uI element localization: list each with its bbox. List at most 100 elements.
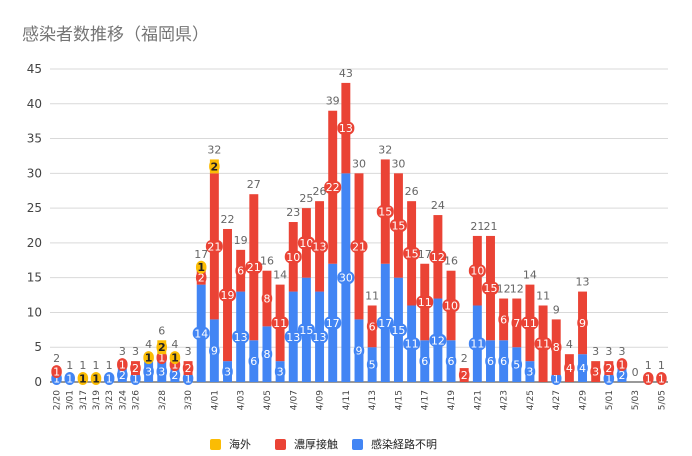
- chart-title: 感染者数推移（福岡県）: [22, 25, 209, 45]
- bar-data-label: 8: [553, 341, 560, 354]
- bar-total-label: 3: [119, 345, 126, 358]
- y-tick-label: 25: [27, 201, 42, 215]
- bar-data-label: 9: [211, 345, 218, 358]
- bar-label-bg: [169, 351, 181, 365]
- legend-item-unknown-route[interactable]: 感染経路不明: [352, 436, 437, 452]
- bar-label-bg: [248, 354, 260, 368]
- bar-total-label: 0: [632, 366, 639, 379]
- bar-total-label: 17: [418, 248, 432, 261]
- bar-data-label: 11: [418, 296, 432, 309]
- bar-data-label: 1: [553, 373, 560, 386]
- bar-total-label: 14: [273, 269, 287, 282]
- bar-total-label: 4: [171, 338, 178, 351]
- bar-data-label: 15: [405, 247, 419, 260]
- bar-data-label: 6: [500, 313, 507, 326]
- bar-total-label: 21: [470, 220, 484, 233]
- bar-data-label: 1: [197, 261, 205, 274]
- bar-data-label: 12: [431, 251, 445, 264]
- bar-total-label: 11: [365, 289, 379, 302]
- bar-data-label: 6: [448, 355, 455, 368]
- bar-total-label: 13: [576, 276, 590, 289]
- bar-label-bg: [350, 239, 368, 253]
- x-tick-label: 4/15: [394, 390, 404, 410]
- bar-data-label: 2: [605, 362, 612, 375]
- bar-label-bg: [429, 333, 447, 347]
- bar-data-label: 6: [250, 355, 257, 368]
- bar-label-bg: [337, 121, 355, 135]
- bar-label-bg: [261, 347, 273, 361]
- bar-total-label: 3: [605, 345, 612, 358]
- bar-label-bg: [353, 344, 365, 358]
- x-tick-label: 3/28: [158, 390, 168, 410]
- bar-data-label: 11: [405, 338, 419, 351]
- bar-label-bg: [577, 316, 588, 330]
- bar-data-label: 10: [286, 251, 300, 264]
- bar-data-label: 21: [352, 240, 366, 253]
- x-tick-label: 3/30: [184, 390, 194, 410]
- bar-label-bg: [603, 372, 615, 386]
- bar-data-label: 15: [391, 220, 405, 233]
- y-tick-label: 10: [27, 305, 42, 319]
- bar-data-label: 1: [171, 359, 178, 372]
- bar-label-bg: [590, 365, 601, 379]
- bar-total-label: 3: [618, 345, 625, 358]
- bar-total-label: 22: [221, 213, 235, 226]
- bar-label-bg: [156, 351, 168, 365]
- bar-label-bg: [419, 354, 430, 368]
- bar-total-label: 3: [592, 345, 599, 358]
- bar-label-bg: [550, 340, 562, 354]
- bar-label-bg: [284, 250, 302, 264]
- bar-data-label: 1: [645, 373, 652, 386]
- bar-data-label: 1: [53, 366, 60, 379]
- x-tick-label: 4/07: [289, 390, 299, 410]
- x-tick-label: 4/13: [368, 390, 378, 410]
- bar-data-label: 13: [313, 331, 327, 344]
- bar-label-bg: [564, 361, 575, 375]
- bar-label-bg: [209, 344, 220, 358]
- bar-data-label: 1: [145, 352, 153, 365]
- legend-item-overseas[interactable]: 海外: [210, 436, 251, 452]
- bar-label-bg: [511, 358, 523, 372]
- bar-total-label: 3: [185, 345, 192, 358]
- legend-item-close-contact[interactable]: 濃厚接触: [275, 436, 338, 452]
- bar-label-bg: [143, 351, 154, 365]
- x-tick-label: 2/20: [53, 390, 63, 410]
- bar-label-bg: [297, 323, 315, 337]
- bar-label-bg: [511, 316, 523, 330]
- bar-total-label: 1: [66, 359, 73, 372]
- bar-data-label: 1: [119, 359, 126, 372]
- bar-data-label: 1: [79, 373, 87, 386]
- bar-data-label: 2: [211, 160, 219, 173]
- x-tick-label: 4/11: [342, 390, 352, 410]
- bar-label-bg: [64, 372, 75, 386]
- bar-total-label: 43: [339, 67, 353, 80]
- bar-data-label: 1: [658, 373, 665, 386]
- bar-data-label: 10: [444, 299, 458, 312]
- bar-label-bg: [366, 319, 378, 333]
- x-tick-label: 3/19: [92, 390, 102, 410]
- bar-label-bg: [103, 372, 115, 386]
- bar-label-bg: [261, 292, 273, 306]
- bar-total-label: 1: [93, 359, 100, 372]
- bar-total-label: 39: [326, 95, 340, 108]
- bar-label-bg: [429, 250, 447, 264]
- bar-label-bg: [376, 316, 394, 330]
- bar-label-bg: [498, 312, 509, 326]
- x-tick-label: 4/27: [552, 390, 562, 410]
- x-tick-label: 4/23: [500, 390, 510, 410]
- bar-data-label: 21: [207, 240, 221, 253]
- bar-label-bg: [534, 337, 552, 351]
- bar-data-label: 10: [470, 265, 484, 278]
- y-tick-label: 20: [27, 236, 42, 250]
- x-tick-label: 4/01: [210, 390, 220, 410]
- bar-label-bg: [130, 361, 141, 375]
- bar-data-label: 6: [500, 355, 507, 368]
- bar-data-label: 2: [198, 272, 205, 285]
- bar-data-label: 2: [119, 369, 126, 382]
- x-tick-label: 4/09: [316, 390, 326, 410]
- bar-data-label: 15: [299, 324, 313, 337]
- bar-data-label: 3: [158, 366, 165, 379]
- bar-data-label: 8: [263, 348, 270, 361]
- legend-label-overseas: 海外: [229, 438, 251, 451]
- bar-data-label: 3: [592, 366, 599, 379]
